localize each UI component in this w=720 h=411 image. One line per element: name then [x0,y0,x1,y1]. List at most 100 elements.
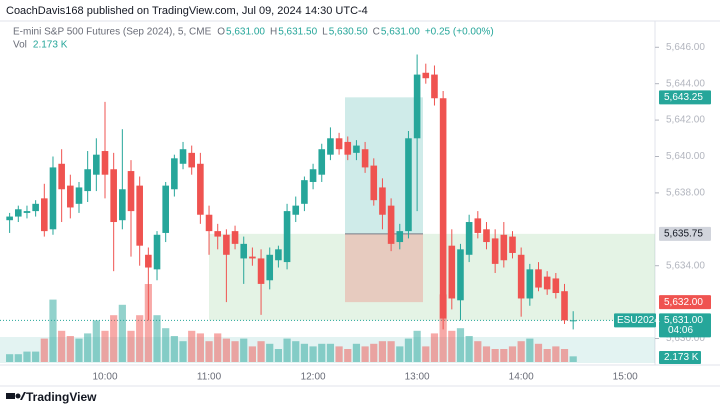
y-tick-label: 5,646.00 [666,42,705,53]
candle-body [101,151,109,175]
volume-bar [500,349,508,362]
candle-body [75,187,83,204]
candle-body [205,214,213,232]
candle-body [465,222,473,255]
volume-bar [422,346,430,362]
candle-body [162,185,169,233]
candle-body [110,169,117,223]
candle-body [483,229,490,243]
volume-bar [543,349,551,362]
volume-value: 2.173 K [33,40,68,51]
legend-key: C [373,27,380,38]
candle-body [32,203,39,212]
candle-body [318,149,326,175]
x-tick-label: 15:00 [613,372,638,383]
candle-body [526,269,534,299]
brand: TradingView [26,390,97,404]
volume-bar [84,333,92,362]
volume-bar [110,315,118,362]
stop-tag-box [659,295,711,310]
target-tag-box [659,90,711,105]
candle-body [257,258,265,284]
candle-body [491,238,499,264]
volume-bar [456,328,465,362]
symbol-label: ESU2024 [617,315,660,326]
candle-body [387,205,395,244]
candle-body [179,149,187,164]
x-tick-label: 10:00 [92,372,117,383]
loss-zone [345,233,423,303]
candle-body [93,154,100,175]
change: +0.25 (+0.00%) [425,27,494,38]
candle-body [509,236,516,253]
candle-body [543,276,551,290]
volume-bar [491,349,499,362]
candle-body [422,72,430,79]
volume-bar [482,346,491,362]
y-tick-label: 5,642.00 [666,115,705,126]
candle-body [309,169,317,182]
volume-bar [14,354,22,362]
candle-body [439,98,447,319]
volume-name: Vol [13,40,27,51]
volume-bar [49,299,57,362]
candle-body [283,211,291,263]
legend-key: H [270,27,277,38]
candle-body [327,138,334,155]
candle-body [535,269,542,288]
candle-body [413,74,421,139]
volume-bar [153,315,161,362]
candle-body [6,216,13,221]
volume-bar [335,346,343,362]
volume-tag-box [659,351,701,364]
entry-tag-box [659,226,711,241]
candle-body [41,198,48,232]
candle-body [223,234,230,255]
volume-bar [352,343,361,362]
candle-body [231,231,239,244]
y-tick-label: 5,638.00 [666,188,705,199]
volume-bar [508,346,517,362]
volume-bar [136,315,144,362]
legend-key: L [322,27,328,38]
volume-bar [552,346,560,362]
volume-bar [569,356,577,362]
volume-bar [23,351,31,362]
volume-bar [6,354,14,362]
candle-body [67,185,74,208]
candle-body [431,74,438,99]
volume-bar [344,349,352,362]
legend-key: O [217,27,225,38]
candle-body [214,231,222,237]
volume-bar [240,338,248,362]
volume-bar [118,304,126,362]
volume-bar [283,338,291,362]
legend-value: 5,631.00 [226,27,265,38]
volume-tag-label: 2.173 K [664,352,699,363]
candle-body [301,180,308,204]
chart-title: E-mini S&P 500 Futures (Sep 2024), 5, CM… [13,27,212,38]
volume-bar [370,343,378,362]
stop-tag-label: 5,632.00 [664,297,703,308]
candle-body [84,169,91,192]
candle-body [353,145,360,153]
volume-bar [75,338,83,362]
candle-body [474,218,482,233]
candle-body [136,185,143,246]
volume-bar [474,341,482,362]
range-zone [209,233,655,321]
volume-bar [517,341,525,362]
volume-bar [396,346,404,362]
volume-bar [413,330,421,362]
volume-bar [387,341,395,362]
candle-body [517,254,525,299]
volume-bar [274,349,282,362]
candle-body [23,211,31,213]
volume-bar [448,330,456,362]
volume-bar [101,330,109,362]
legend-value: 5,631.50 [278,27,317,38]
y-tick-label: 5,630.00 [666,333,705,344]
x-tick-label: 11:00 [197,372,222,383]
candle-body [448,245,456,299]
